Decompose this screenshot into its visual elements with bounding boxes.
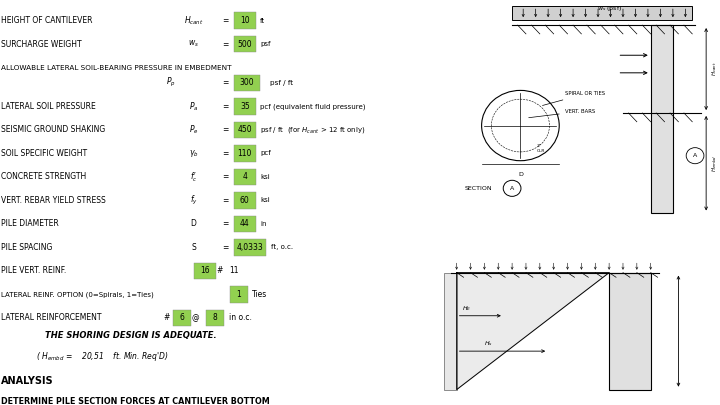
Text: #: # [163,313,170,322]
Bar [206,310,224,326]
Text: 6: 6 [180,313,185,322]
Text: $H_{embd}$: $H_{embd}$ [711,155,719,172]
Text: =: = [222,243,228,252]
Text: =: = [222,16,228,25]
Text: DETERMINE PILE SECTION FORCES AT CANTILEVER BOTTOM: DETERMINE PILE SECTION FORCES AT CANTILE… [1,397,270,405]
Text: 3"
CLR: 3" CLR [537,145,546,153]
Text: =: = [222,79,228,87]
Text: Ties: Ties [252,290,267,299]
Bar [234,192,256,209]
Polygon shape [456,273,609,390]
Bar [194,263,216,279]
Text: $f_c'$: $f_c'$ [190,170,197,183]
Text: 4: 4 [243,173,247,181]
Text: in o.c.: in o.c. [229,313,251,322]
Text: $H_s$: $H_s$ [485,339,493,348]
Text: PILE VERT. REINF.: PILE VERT. REINF. [1,266,66,275]
Bar [234,216,256,232]
Text: @: @ [191,313,199,322]
Text: 4,0333: 4,0333 [237,243,264,252]
Text: $f_y$: $f_y$ [189,194,197,207]
Text: $H_E$: $H_E$ [462,304,472,313]
Text: D: D [191,220,197,228]
Text: THE SHORING DESIGN IS ADEQUATE.: THE SHORING DESIGN IS ADEQUATE. [45,331,217,340]
Bar [174,310,192,326]
Text: ksi: ksi [260,174,270,180]
Text: =: = [222,40,228,49]
Text: VERT. BARS: VERT. BARS [528,109,595,118]
Bar [234,36,256,52]
Text: 16: 16 [200,266,210,275]
Text: =: = [222,196,228,205]
Text: ft: ft [260,18,265,24]
Text: 11: 11 [229,266,239,275]
Text: PILE SPACING: PILE SPACING [1,243,53,252]
Text: $H_{cant}$: $H_{cant}$ [711,62,719,77]
Text: =: = [222,102,228,111]
Text: SOIL SPECIFIC WEIGHT: SOIL SPECIFIC WEIGHT [1,149,87,158]
Text: 44: 44 [240,220,250,228]
Text: =: = [222,220,228,228]
Text: 110: 110 [238,149,252,158]
Bar [609,273,651,390]
Text: $H_{cant}$: $H_{cant}$ [184,15,203,27]
Text: psf / ft: psf / ft [270,80,293,86]
Text: ft, o.c.: ft, o.c. [271,244,293,250]
Text: 300: 300 [240,79,254,87]
Text: ksi: ksi [260,197,270,203]
Text: =: = [222,126,228,134]
Text: SURCHARGE WEIGHT: SURCHARGE WEIGHT [1,40,81,49]
Bar [234,239,266,256]
Text: $P_p$: $P_p$ [166,77,176,90]
Text: pcf (equivalent fluid pressure): pcf (equivalent fluid pressure) [260,103,366,110]
Text: A: A [510,186,514,191]
Bar [230,286,248,303]
Text: $w_s$ (psf): $w_s$ (psf) [596,4,622,13]
Text: 500: 500 [238,40,252,49]
Text: A: A [693,153,697,158]
Text: #: # [217,266,222,275]
Text: pcf: pcf [260,150,271,156]
Bar [234,13,256,29]
Text: SECTION: SECTION [465,186,492,191]
Text: CONCRETE STRENGTH: CONCRETE STRENGTH [1,173,86,181]
Text: =: = [222,173,228,181]
Text: in: in [260,221,266,227]
Text: 8: 8 [212,313,217,322]
Bar [234,122,256,138]
Text: SEISMIC GROUND SHAKING: SEISMIC GROUND SHAKING [1,126,105,134]
Text: D: D [518,172,523,177]
Text: LATERAL REINFORCEMENT: LATERAL REINFORCEMENT [1,313,102,322]
Text: SPIRAL OR TIES: SPIRAL OR TIES [542,92,605,105]
Text: ANALYSIS: ANALYSIS [1,376,53,386]
Text: $\gamma_b$: $\gamma_b$ [189,148,198,159]
Circle shape [482,90,559,161]
Text: 60: 60 [240,196,250,205]
Text: $w_s$: $w_s$ [188,39,199,49]
Bar [512,6,693,20]
Bar [234,75,260,91]
Bar [444,273,456,390]
Text: VERT. REBAR YIELD STRESS: VERT. REBAR YIELD STRESS [1,196,106,205]
Text: 450: 450 [238,126,252,134]
Text: LATERAL REINF. OPTION (0=Spirals, 1=Ties): LATERAL REINF. OPTION (0=Spirals, 1=Ties… [1,291,153,298]
Text: S: S [191,243,196,252]
Text: 10: 10 [240,16,250,25]
Text: 35: 35 [240,102,250,111]
Text: ( $H_{embd}$ =    20,51    ft. Min. Req'D): ( $H_{embd}$ = 20,51 ft. Min. Req'D) [36,350,168,363]
Text: =: = [222,149,228,158]
Bar [234,98,256,115]
Text: ALLOWABLE LATERAL SOIL-BEARING PRESSURE IN EMBEDMENT: ALLOWABLE LATERAL SOIL-BEARING PRESSURE … [1,65,231,71]
Text: HEIGHT OF CANTILEVER: HEIGHT OF CANTILEVER [1,16,92,25]
Text: psf: psf [260,41,271,47]
Text: LATERAL SOIL PRESSURE: LATERAL SOIL PRESSURE [1,102,96,111]
Bar [651,25,673,213]
Text: psf / ft  (for $H_{cant}$ > 12 ft only): psf / ft (for $H_{cant}$ > 12 ft only) [260,125,366,135]
Text: PILE DIAMETER: PILE DIAMETER [1,220,58,228]
Text: 1: 1 [236,290,241,299]
Bar [234,169,256,185]
Bar [234,145,256,162]
Text: $P_e$: $P_e$ [189,124,198,136]
Text: $P_a$: $P_a$ [189,100,198,113]
